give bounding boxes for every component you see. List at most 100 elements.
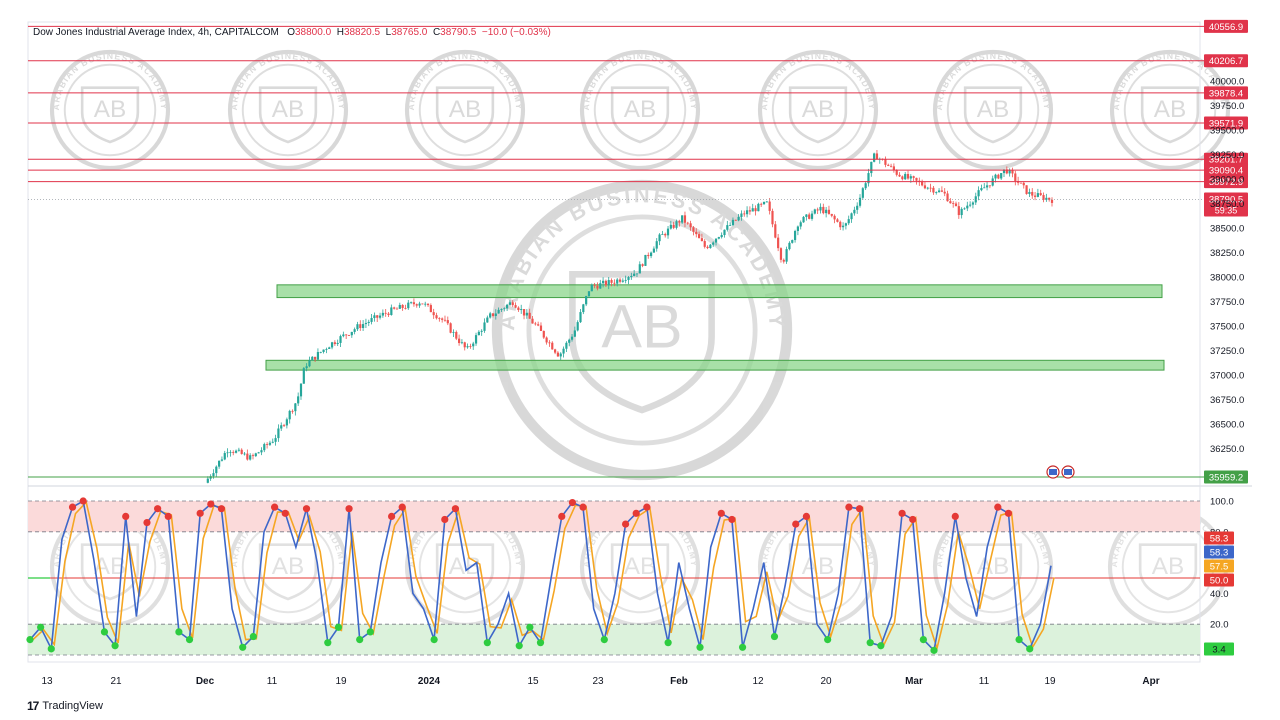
- candle-body: [545, 337, 548, 343]
- low-value: 38765.0: [391, 27, 428, 38]
- candle-body: [398, 304, 401, 309]
- candle-body: [212, 473, 215, 477]
- candle-body: [774, 224, 777, 238]
- oversold-signal-dot: [1015, 636, 1023, 644]
- candle-body: [449, 323, 452, 333]
- candle-body: [796, 226, 799, 231]
- time-tick-label: Feb: [670, 676, 688, 687]
- level-badge: [1204, 19, 1248, 33]
- candle-body: [1002, 169, 1006, 174]
- overbought-signal-dot: [951, 512, 959, 521]
- candle-body: [830, 213, 833, 216]
- candle-body: [1036, 193, 1039, 197]
- candle-body: [949, 201, 952, 204]
- price-tick-label: 39750.0: [1210, 101, 1244, 112]
- countdown-timer: 59:35: [1215, 206, 1238, 216]
- overbought-signal-dot: [164, 512, 172, 521]
- watermark-monogram: AB: [601, 292, 682, 360]
- candle-body: [963, 208, 966, 210]
- level-badge-label: 39878.4: [1209, 88, 1243, 99]
- candle-body: [299, 383, 303, 397]
- candle-body: [819, 206, 822, 211]
- candle-body: [695, 231, 698, 235]
- overbought-signal-dot: [281, 509, 289, 517]
- candle-body: [974, 196, 977, 203]
- tradingview-brand[interactable]: 17 TradingView: [27, 699, 103, 713]
- candle-body: [477, 331, 480, 336]
- watermark-shield-icon: [258, 86, 318, 144]
- candle-body: [359, 324, 362, 328]
- overbought-signal-dot: [855, 505, 864, 513]
- price-tick-label: 36750.0: [1210, 395, 1244, 406]
- osc-value-label: 3.4: [1212, 645, 1225, 656]
- osc-value-label: 58.3: [1210, 534, 1229, 545]
- candle-body: [810, 213, 814, 219]
- candle-body: [666, 228, 670, 236]
- candle-body: [616, 279, 619, 284]
- candle-body: [994, 174, 997, 179]
- tradingview-name: TradingView: [42, 700, 103, 712]
- osc-value-badge: [1204, 642, 1234, 656]
- candle-body: [791, 240, 794, 243]
- watermark-monogram: AB: [272, 553, 305, 580]
- candle-body: [288, 410, 291, 420]
- candle-body: [514, 305, 517, 308]
- candle-body: [576, 322, 579, 331]
- candle-body: [497, 309, 500, 314]
- candle-body: [520, 309, 523, 311]
- candle-body: [757, 203, 760, 212]
- candle-body: [943, 191, 946, 194]
- candle-body: [904, 173, 907, 180]
- watermark-ring: [491, 179, 793, 481]
- candle-body: [429, 305, 432, 313]
- candle-body: [745, 210, 749, 215]
- candle-body: [559, 353, 562, 357]
- candle-body: [847, 219, 850, 224]
- candle-body: [887, 164, 890, 166]
- candle-body: [511, 302, 514, 306]
- candle-body: [858, 197, 862, 206]
- candle-body: [898, 174, 901, 177]
- watermark-ring: [932, 49, 1054, 171]
- candle-body: [325, 348, 328, 350]
- candle-body: [328, 347, 331, 349]
- candle-body: [1050, 199, 1054, 203]
- time-tick-label: 21: [110, 676, 122, 687]
- demand-zone-2: [265, 359, 1165, 371]
- osc-value-label: 50.0: [1210, 576, 1229, 587]
- candle-body: [706, 246, 709, 249]
- time-tick-label: 13: [41, 676, 53, 687]
- osc-tick-label: 100.0: [1210, 497, 1234, 508]
- price-tick-label: 37500.0: [1210, 322, 1244, 333]
- level-badge-label: 40206.7: [1209, 56, 1243, 67]
- demand-zone-1: [276, 284, 1163, 299]
- candle-body: [805, 214, 808, 217]
- overbought-signal-dot: [441, 515, 449, 524]
- us-flag-icon-stripe: [1049, 468, 1057, 475]
- candle-body: [833, 215, 836, 220]
- candle-body: [779, 248, 783, 260]
- candle-body: [297, 396, 300, 404]
- candle-body: [336, 342, 339, 345]
- candle-body: [426, 303, 430, 306]
- oversold-signal-dot: [483, 639, 491, 647]
- candle-body: [263, 444, 266, 451]
- candle-body: [700, 238, 704, 242]
- candle-body: [410, 302, 413, 304]
- oversold-signal-dot: [600, 636, 608, 644]
- current-price-badge: [1204, 192, 1248, 217]
- candle-body: [808, 214, 811, 219]
- candle-body: [624, 279, 627, 281]
- overbought-signal-dot: [558, 512, 566, 521]
- osc-value-badge: [1204, 573, 1234, 587]
- watermark-ring: [1109, 49, 1231, 171]
- candle-body: [1048, 197, 1051, 200]
- candle-body: [232, 452, 235, 453]
- candle-body: [311, 356, 314, 361]
- candle-body: [841, 225, 845, 228]
